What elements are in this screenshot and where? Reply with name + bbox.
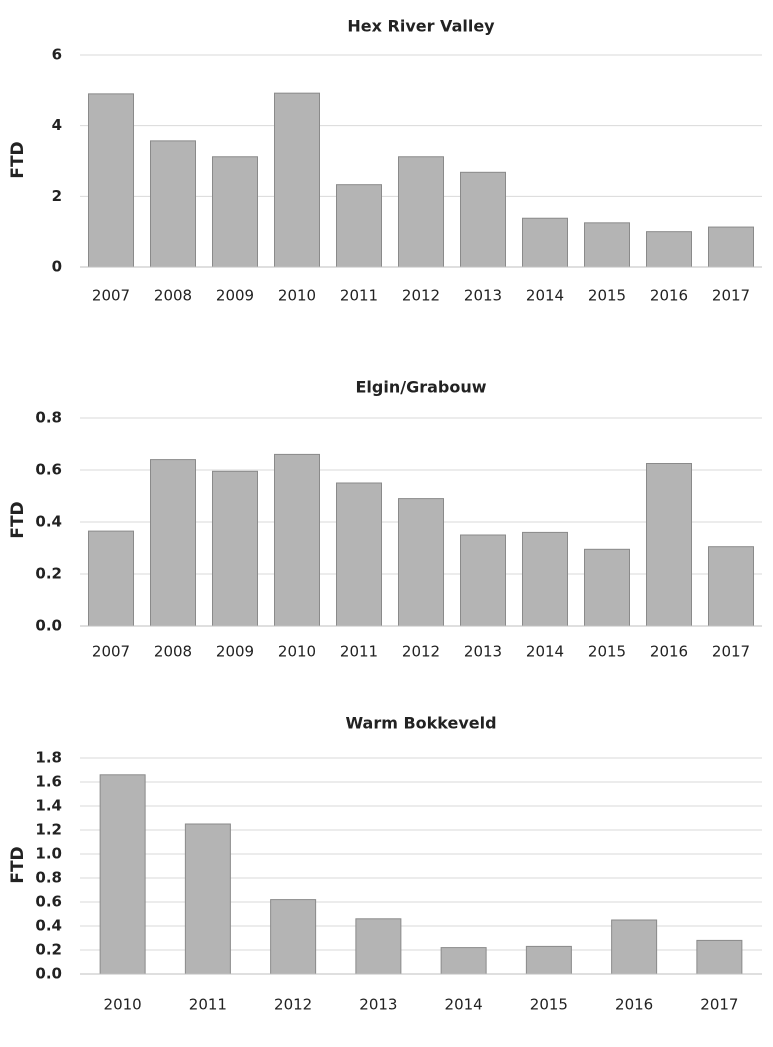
bar xyxy=(212,470,258,627)
x-tick-label: 2012 xyxy=(402,643,440,661)
bar xyxy=(336,184,382,268)
chart-title: Hex River Valley xyxy=(347,17,495,36)
y-tick-label: 0 xyxy=(52,258,62,276)
bar xyxy=(270,899,317,975)
bar xyxy=(522,531,568,627)
y-tick-label: 0.2 xyxy=(35,565,62,583)
x-tick-label: 2016 xyxy=(650,287,688,305)
x-tick-label: 2010 xyxy=(104,996,142,1014)
bar xyxy=(646,231,692,268)
chart-title: Warm Bokkeveld xyxy=(345,714,496,733)
x-tick-label: 2009 xyxy=(216,287,254,305)
x-tick-label: 2017 xyxy=(712,643,750,661)
bar xyxy=(184,823,231,975)
y-tick-label: 0.0 xyxy=(35,617,62,635)
x-tick-label: 2017 xyxy=(712,287,750,305)
x-tick-label: 2010 xyxy=(278,287,316,305)
y-tick-label: 2 xyxy=(52,187,62,205)
y-tick-label: 0.8 xyxy=(35,869,62,887)
y-tick-label: 0.0 xyxy=(35,965,62,983)
x-tick-label: 2008 xyxy=(154,287,192,305)
y-tick-label: 4 xyxy=(52,116,62,134)
bar xyxy=(398,498,444,627)
bar xyxy=(212,156,258,268)
bar xyxy=(274,453,320,627)
x-tick-label: 2013 xyxy=(359,996,397,1014)
x-tick-label: 2017 xyxy=(700,996,738,1014)
bar xyxy=(88,530,134,627)
y-tick-label: 1.6 xyxy=(35,773,62,791)
x-tick-label: 2007 xyxy=(92,643,130,661)
x-tick-label: 2011 xyxy=(340,287,378,305)
bar xyxy=(696,939,743,975)
x-tick-label: 2015 xyxy=(588,287,626,305)
y-tick-label: 1.2 xyxy=(35,821,62,839)
y-axis-label: FTD xyxy=(8,846,28,883)
y-tick-label: 0.6 xyxy=(35,893,62,911)
x-tick-label: 2011 xyxy=(340,643,378,661)
bar xyxy=(646,463,692,627)
x-tick-label: 2016 xyxy=(615,996,653,1014)
bar xyxy=(150,140,196,268)
x-tick-label: 2013 xyxy=(464,643,502,661)
x-tick-label: 2007 xyxy=(92,287,130,305)
bar xyxy=(440,947,487,975)
bar xyxy=(150,459,196,627)
bar xyxy=(274,92,320,268)
x-tick-label: 2010 xyxy=(278,643,316,661)
chart-title: Elgin/Grabouw xyxy=(355,378,486,397)
bar xyxy=(460,534,506,627)
bar xyxy=(88,93,134,268)
y-axis-label: FTD xyxy=(8,141,28,178)
x-tick-label: 2014 xyxy=(526,287,564,305)
y-tick-label: 6 xyxy=(52,46,62,64)
y-tick-label: 1.8 xyxy=(35,749,62,767)
y-tick-label: 0.6 xyxy=(35,461,62,479)
bar xyxy=(398,156,444,268)
y-tick-label: 0.8 xyxy=(35,409,62,427)
x-tick-label: 2009 xyxy=(216,643,254,661)
bar xyxy=(99,774,146,975)
y-tick-label: 1.4 xyxy=(35,797,62,815)
x-tick-label: 2012 xyxy=(402,287,440,305)
y-tick-label: 0.2 xyxy=(35,941,62,959)
y-axis-label: FTD xyxy=(8,501,28,538)
y-tick-label: 1.0 xyxy=(35,845,62,863)
bar xyxy=(522,217,568,268)
bar xyxy=(708,226,754,268)
x-tick-label: 2015 xyxy=(530,996,568,1014)
x-tick-label: 2013 xyxy=(464,287,502,305)
y-tick-label: 0.4 xyxy=(35,917,62,935)
bar xyxy=(525,945,572,975)
y-tick-label: 0.4 xyxy=(35,513,62,531)
x-tick-label: 2012 xyxy=(274,996,312,1014)
bar xyxy=(708,546,754,627)
bar xyxy=(584,548,630,627)
bar xyxy=(584,222,630,268)
x-tick-label: 2008 xyxy=(154,643,192,661)
x-tick-label: 2014 xyxy=(445,996,483,1014)
x-tick-label: 2016 xyxy=(650,643,688,661)
x-tick-label: 2014 xyxy=(526,643,564,661)
bar xyxy=(336,482,382,627)
x-tick-label: 2011 xyxy=(189,996,227,1014)
x-tick-label: 2015 xyxy=(588,643,626,661)
bar xyxy=(611,919,658,975)
bar xyxy=(460,171,506,268)
bar xyxy=(355,918,402,975)
